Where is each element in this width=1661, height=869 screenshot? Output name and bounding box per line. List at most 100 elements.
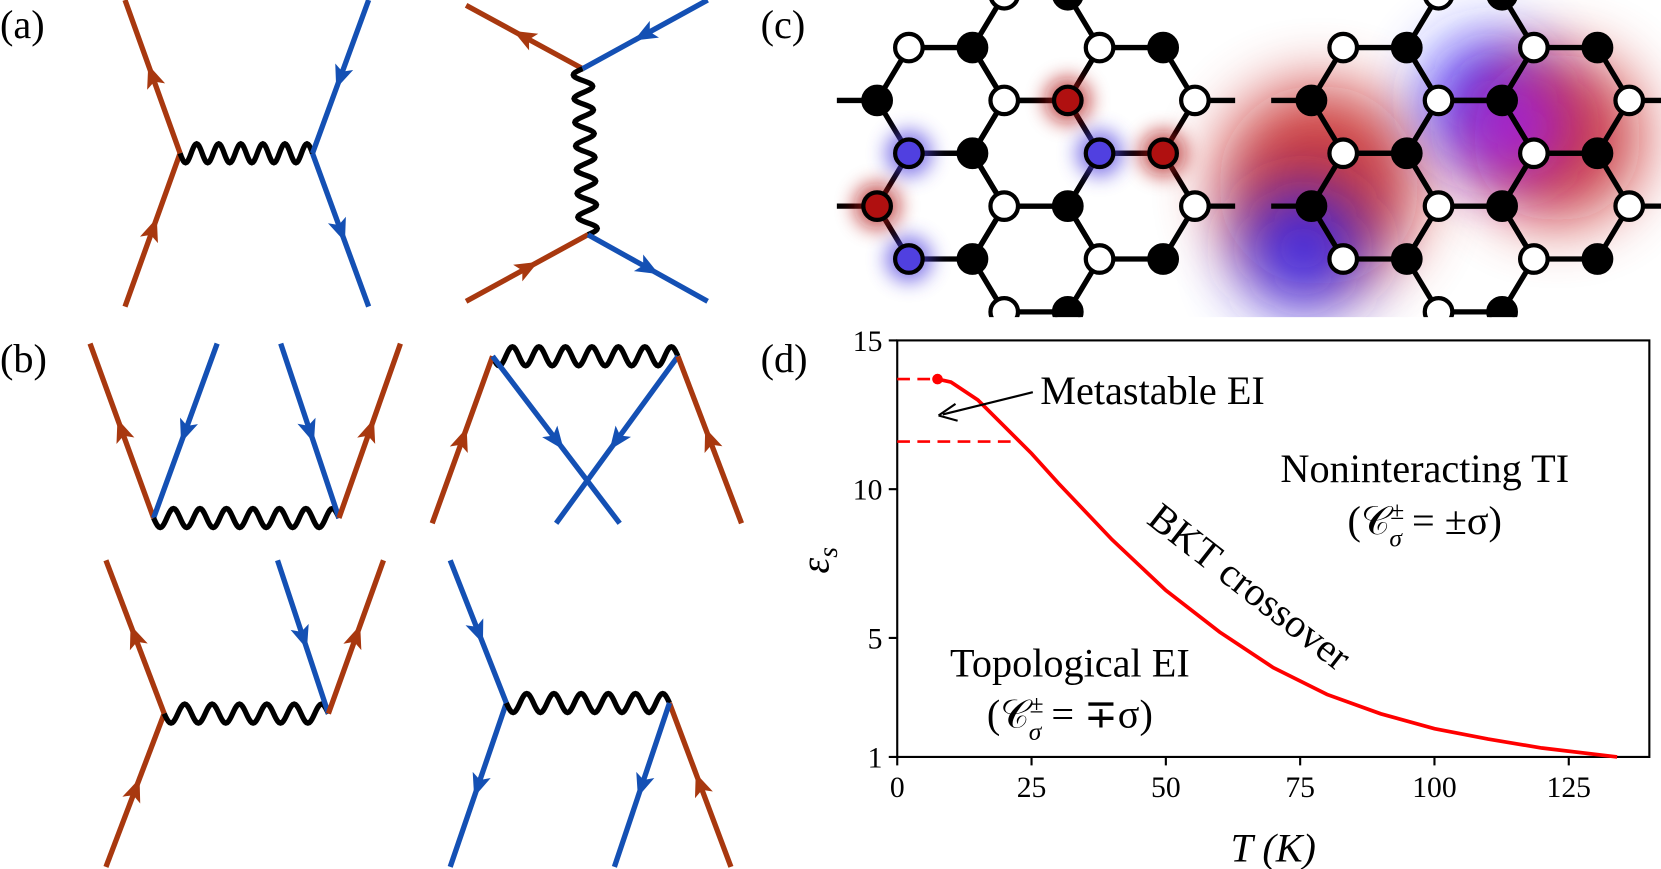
site xyxy=(1581,137,1614,170)
arrow-head xyxy=(465,618,484,644)
site xyxy=(1051,190,1084,223)
y-tick-label: 1 xyxy=(868,743,883,775)
site xyxy=(988,190,1021,223)
site xyxy=(1486,190,1518,223)
photon xyxy=(177,140,315,166)
arrow-head xyxy=(116,418,135,444)
site xyxy=(1517,137,1550,170)
y-tick-label: 10 xyxy=(853,475,883,507)
site xyxy=(1083,31,1116,64)
arrow-head xyxy=(357,418,376,444)
y-tick-label: 15 xyxy=(853,326,883,358)
site xyxy=(1051,296,1084,318)
site xyxy=(1517,31,1550,64)
panel-label: (c) xyxy=(761,2,806,47)
arrow-head xyxy=(147,64,166,90)
site xyxy=(1422,296,1455,318)
photon xyxy=(503,690,672,716)
site xyxy=(1052,0,1083,11)
site xyxy=(1486,296,1518,318)
site xyxy=(1179,84,1211,117)
site xyxy=(1390,137,1423,170)
lattice-panel xyxy=(836,0,1661,318)
x-tick-label: 0 xyxy=(890,772,905,804)
arrow-head xyxy=(609,425,631,451)
site xyxy=(1327,31,1360,64)
arrow-head xyxy=(139,217,158,244)
formula-part: (𝒞 xyxy=(987,691,1033,736)
site xyxy=(892,31,925,64)
site xyxy=(1613,84,1646,117)
site xyxy=(1422,190,1455,223)
arrow-head xyxy=(343,625,362,651)
formula-part: = ±σ) xyxy=(1402,498,1502,543)
exciton-density xyxy=(1461,74,1568,180)
annotation: Topological EI xyxy=(950,641,1190,686)
site xyxy=(956,243,989,275)
annotation-formula: (𝒞± σ = ∓σ) xyxy=(987,691,1153,746)
arrow-head xyxy=(180,417,198,443)
site xyxy=(956,137,989,170)
x-tick-label: 100 xyxy=(1412,772,1456,804)
annotation-arrow-head xyxy=(937,402,958,422)
site xyxy=(1147,31,1180,64)
arrow-head xyxy=(129,625,148,651)
arrow-head xyxy=(449,427,468,453)
panel-label: (b) xyxy=(0,336,47,381)
y-axis-subscript: s xyxy=(812,547,843,558)
photon xyxy=(490,343,681,369)
panel-label: (a) xyxy=(0,2,45,47)
y-axis-symbol: ε xyxy=(792,558,837,574)
x-axis-label: T (K) xyxy=(1231,826,1316,869)
formula-part: = ∓σ) xyxy=(1041,691,1153,736)
site xyxy=(1083,137,1116,170)
arrow-head xyxy=(542,425,564,450)
site xyxy=(1517,243,1550,275)
site xyxy=(1487,0,1518,11)
site xyxy=(861,190,893,223)
arrow-head xyxy=(704,427,723,454)
arrow-head xyxy=(513,261,539,282)
bond xyxy=(969,203,1103,315)
site xyxy=(1581,31,1614,64)
site xyxy=(988,84,1021,117)
photon xyxy=(161,701,331,726)
formula-sub: σ xyxy=(1389,525,1403,553)
x-tick-label: 75 xyxy=(1285,772,1315,804)
site xyxy=(892,243,925,275)
arrow-head xyxy=(327,216,346,242)
plot-frame xyxy=(896,339,1651,758)
site xyxy=(1051,84,1084,117)
arrow-head xyxy=(633,254,659,275)
site xyxy=(1423,0,1454,11)
arrow-head xyxy=(633,20,659,41)
formula-sup: ± xyxy=(1390,497,1404,525)
site xyxy=(956,31,989,64)
site xyxy=(1083,243,1116,275)
site xyxy=(1581,243,1614,275)
site xyxy=(1179,190,1211,223)
formula-sub: σ xyxy=(1029,718,1043,746)
formula-part: (𝒞 xyxy=(1348,498,1394,543)
site xyxy=(1295,84,1328,117)
site xyxy=(1486,84,1518,117)
arrow-head xyxy=(472,771,491,797)
bond xyxy=(1403,203,1537,315)
y-tick-label: 5 xyxy=(868,624,883,656)
x-tick-label: 25 xyxy=(1017,772,1047,804)
site xyxy=(1613,190,1646,223)
site xyxy=(861,84,893,117)
photon xyxy=(570,66,601,238)
annotation-arrow xyxy=(942,391,1034,416)
arrow-head xyxy=(297,417,316,443)
formula-sup: ± xyxy=(1030,691,1044,719)
site xyxy=(1390,31,1423,64)
curve xyxy=(937,377,1618,759)
arrow-head xyxy=(694,773,713,799)
arrow-head xyxy=(636,771,655,797)
arrow-head xyxy=(335,63,354,89)
photon xyxy=(151,505,342,531)
site xyxy=(892,137,925,170)
site xyxy=(1422,84,1455,117)
